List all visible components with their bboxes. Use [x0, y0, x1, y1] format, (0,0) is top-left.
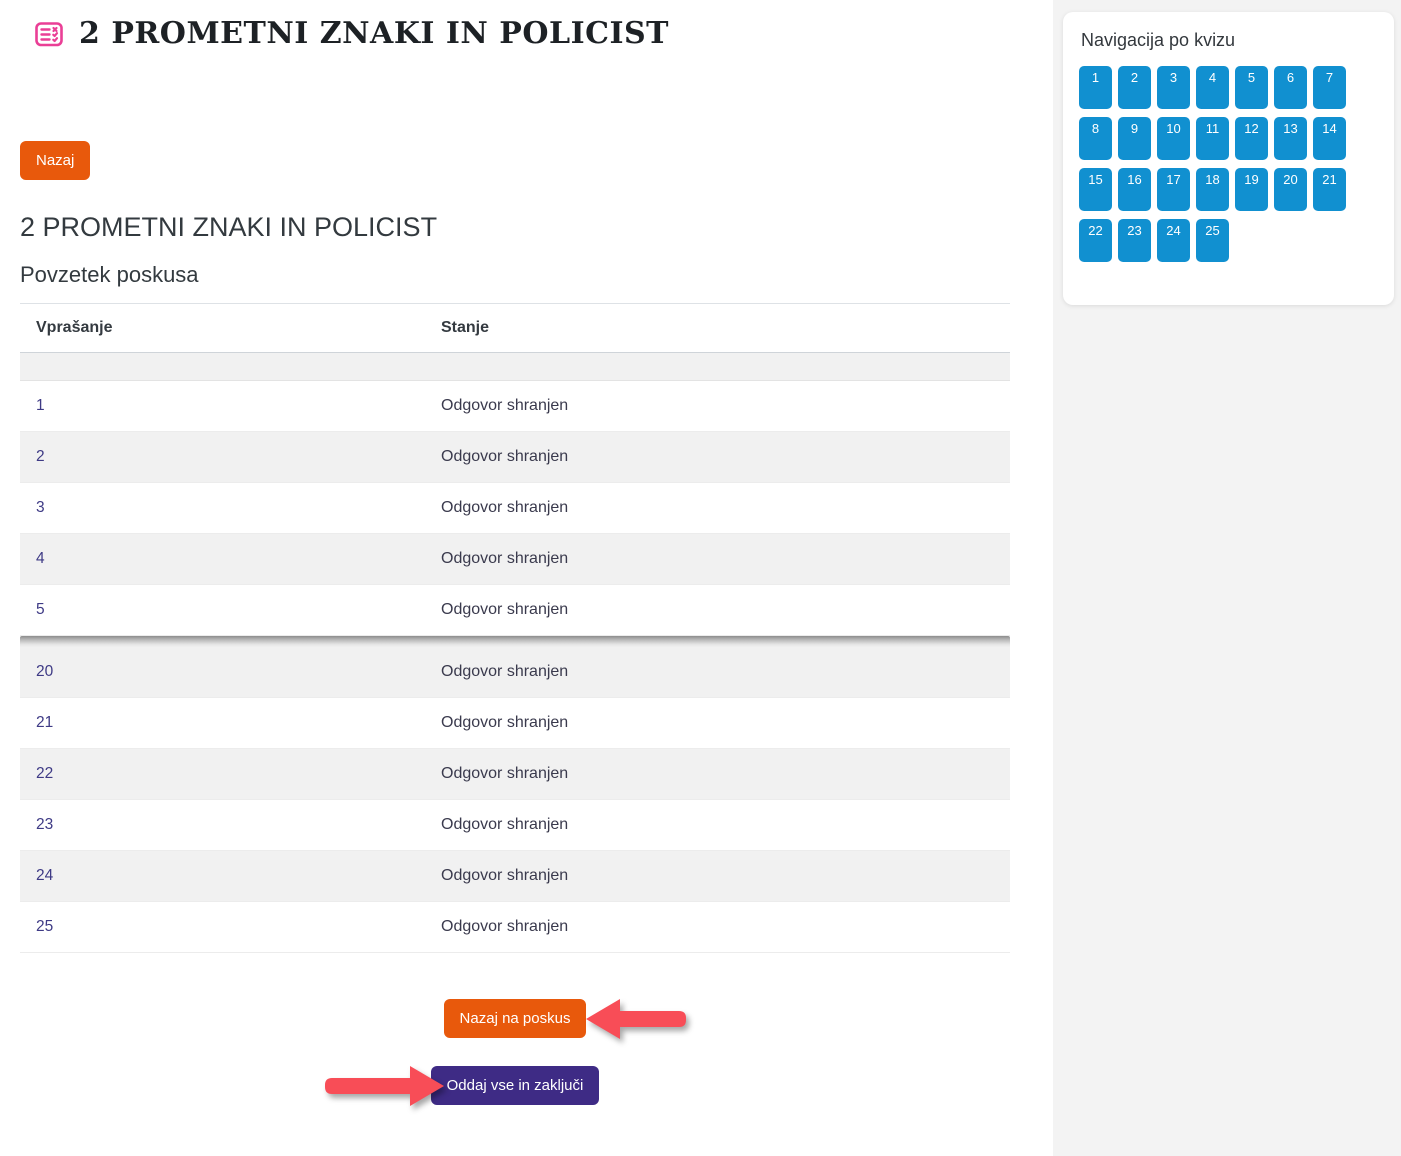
question-number-cell: 20 — [20, 647, 425, 698]
question-status-cell: Odgovor shranjen — [425, 431, 1010, 483]
question-status-cell: Odgovor shranjen — [425, 647, 1010, 698]
arrow-right-icon — [325, 1066, 444, 1106]
question-status-cell: Odgovor shranjen — [425, 482, 1010, 534]
quiz-nav-question-button[interactable]: 23 — [1118, 219, 1151, 262]
status-column-header: Stanje — [425, 303, 1010, 353]
main-content: 2 PROMETNI ZNAKI IN POLICIST Nazaj 2 PRO… — [0, 0, 1053, 1106]
page-title: 2 PROMETNI ZNAKI IN POLICIST — [79, 16, 670, 51]
quiz-nav-question-button[interactable]: 12 — [1235, 117, 1268, 160]
quiz-nav-question-button[interactable]: 10 — [1157, 117, 1190, 160]
quiz-nav-question-button[interactable]: 2 — [1118, 66, 1151, 109]
question-number-cell: 22 — [20, 748, 425, 800]
table-row: 25 Odgovor shranjen — [20, 901, 1010, 953]
table-row: 22 Odgovor shranjen — [20, 748, 1010, 800]
question-link[interactable]: 23 — [36, 816, 54, 833]
question-column-header: Vprašanje — [20, 303, 425, 353]
quiz-nav-question-button[interactable]: 15 — [1079, 168, 1112, 211]
submit-action-row: Oddaj vse in zaključi — [20, 1066, 1010, 1106]
question-status-cell: Odgovor shranjen — [425, 533, 1010, 585]
question-link[interactable]: 21 — [36, 714, 54, 731]
quiz-nav-question-button[interactable]: 5 — [1235, 66, 1268, 109]
question-link[interactable]: 5 — [36, 601, 45, 618]
question-link[interactable]: 25 — [36, 918, 54, 935]
quiz-nav-question-button[interactable]: 17 — [1157, 168, 1190, 211]
table-row: 23 Odgovor shranjen — [20, 799, 1010, 851]
question-status-cell: Odgovor shranjen — [425, 697, 1010, 749]
question-status-cell: Odgovor shranjen — [425, 850, 1010, 902]
quiz-nav-question-button[interactable]: 19 — [1235, 168, 1268, 211]
question-status-cell: Odgovor shranjen — [425, 748, 1010, 800]
attempt-summary-heading: Povzetek poskusa — [20, 262, 199, 287]
question-number-cell: 25 — [20, 901, 425, 953]
quiz-navigation-title: Navigacija po kvizu — [1081, 30, 1236, 50]
quiz-nav-question-button[interactable]: 25 — [1196, 219, 1229, 262]
table-row: 5 Odgovor shranjen — [20, 584, 1010, 636]
question-number-cell: 5 — [20, 584, 425, 636]
question-number-cell: 3 — [20, 482, 425, 534]
quiz-nav-question-button[interactable]: 13 — [1274, 117, 1307, 160]
quiz-nav-question-button[interactable]: 9 — [1118, 117, 1151, 160]
quiz-nav-question-button[interactable]: 16 — [1118, 168, 1151, 211]
quiz-nav-question-button[interactable]: 24 — [1157, 219, 1190, 262]
question-status-cell: Odgovor shranjen — [425, 584, 1010, 636]
table-row: 4 Odgovor shranjen — [20, 533, 1010, 585]
question-link[interactable]: 3 — [36, 499, 45, 516]
quiz-nav-question-button[interactable]: 4 — [1196, 66, 1229, 109]
table-row: 2 Odgovor shranjen — [20, 431, 1010, 483]
page-header: 2 PROMETNI ZNAKI IN POLICIST — [0, 0, 1053, 51]
attempt-actions: Nazaj na poskus Oddaj vse in zaključi — [20, 999, 1010, 1106]
quiz-nav-question-button[interactable]: 20 — [1274, 168, 1307, 211]
quiz-nav-question-button[interactable]: 11 — [1196, 117, 1229, 160]
table-row: 3 Odgovor shranjen — [20, 482, 1010, 534]
quiz-nav-question-button[interactable]: 1 — [1079, 66, 1112, 109]
quiz-nav-question-button[interactable]: 8 — [1079, 117, 1112, 160]
table-row: 20 Odgovor shranjen — [20, 647, 1010, 698]
table-row: 21 Odgovor shranjen — [20, 697, 1010, 749]
question-status-cell: Odgovor shranjen — [425, 380, 1010, 432]
arrow-left-icon — [586, 999, 686, 1039]
question-number-cell: 1 — [20, 380, 425, 432]
attempt-summary-table: Vprašanje Stanje 1 Odgovor shranjen 2 Od… — [20, 303, 1010, 953]
question-number-cell: 4 — [20, 533, 425, 585]
back-button[interactable]: Nazaj — [20, 141, 91, 180]
spacer-row — [20, 352, 1010, 381]
table-body-bottom: 20 Odgovor shranjen 21 Odgovor shranjen … — [20, 636, 1010, 953]
quiz-heading: 2 PROMETNI ZNAKI IN POLICIST — [20, 212, 438, 242]
question-link[interactable]: 4 — [36, 550, 45, 567]
table-row: 1 Odgovor shranjen — [20, 380, 1010, 432]
question-status-cell: Odgovor shranjen — [425, 901, 1010, 953]
question-status-cell: Odgovor shranjen — [425, 799, 1010, 851]
question-number-cell: 24 — [20, 850, 425, 902]
question-number-cell: 21 — [20, 697, 425, 749]
quiz-nav-question-button[interactable]: 3 — [1157, 66, 1190, 109]
table-body-top: 1 Odgovor shranjen 2 Odgovor shranjen 3 … — [20, 352, 1010, 636]
quiz-navigation-grid: 1 2 3 4 5 6 7 8 9 10 — [1079, 66, 1353, 262]
quiz-nav-question-button[interactable]: 21 — [1313, 168, 1346, 211]
question-link[interactable]: 24 — [36, 867, 54, 884]
table-row: 24 Odgovor shranjen — [20, 850, 1010, 902]
question-link[interactable]: 20 — [36, 663, 54, 680]
question-number-cell: 23 — [20, 799, 425, 851]
submit-all-finish-button[interactable]: Oddaj vse in zaključi — [430, 1066, 600, 1105]
question-link[interactable]: 1 — [36, 397, 45, 414]
quiz-navigation-panel: Navigacija po kvizu 1 2 3 4 5 6 7 — [1063, 12, 1394, 305]
question-link[interactable]: 2 — [36, 448, 45, 465]
quiz-nav-question-button[interactable]: 7 — [1313, 66, 1346, 109]
quiz-nav-question-button[interactable]: 14 — [1313, 117, 1346, 160]
return-to-attempt-button[interactable]: Nazaj na poskus — [443, 999, 587, 1038]
quiz-nav-question-button[interactable]: 6 — [1274, 66, 1307, 109]
quiz-nav-question-button[interactable]: 18 — [1196, 168, 1229, 211]
table-header-row: Vprašanje Stanje — [20, 303, 1010, 353]
return-action-row: Nazaj na poskus — [20, 999, 1010, 1039]
quiz-icon — [35, 21, 63, 46]
question-number-cell: 2 — [20, 431, 425, 483]
quiz-nav-question-button[interactable]: 22 — [1079, 219, 1112, 262]
question-link[interactable]: 22 — [36, 765, 54, 782]
right-sidebar: Navigacija po kvizu 1 2 3 4 5 6 7 — [1053, 0, 1401, 1156]
screenshot-seam — [20, 636, 1010, 647]
